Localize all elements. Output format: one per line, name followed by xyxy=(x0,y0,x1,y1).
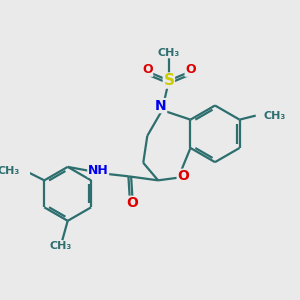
Text: CH₃: CH₃ xyxy=(263,111,286,121)
Text: O: O xyxy=(185,63,196,76)
Text: O: O xyxy=(126,196,138,210)
Text: NH: NH xyxy=(88,164,109,177)
Text: N: N xyxy=(155,99,166,112)
Text: S: S xyxy=(164,73,174,88)
Text: CH₃: CH₃ xyxy=(0,166,20,176)
Text: O: O xyxy=(177,169,189,183)
Text: O: O xyxy=(142,63,153,76)
Text: CH₃: CH₃ xyxy=(50,241,72,251)
Text: CH₃: CH₃ xyxy=(158,48,180,58)
